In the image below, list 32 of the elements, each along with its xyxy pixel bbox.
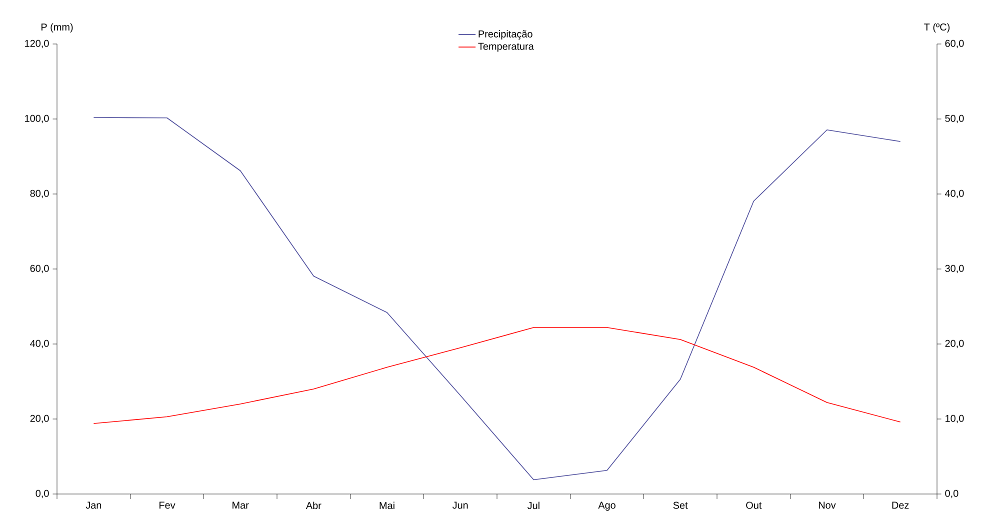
- x-tick-label: Abr: [306, 502, 322, 510]
- y-tick-label: 40,0: [30, 340, 49, 348]
- y2-tick-label: 0,0: [945, 490, 958, 498]
- y2-tick-label: 10,0: [946, 414, 964, 424]
- x-tick-label: Nov: [818, 502, 836, 509]
- x-tick-label: Fev: [160, 502, 176, 509]
- y2-tick-label: 20,0: [945, 340, 964, 348]
- line-series: [93, 117, 901, 480]
- x-tick-label: Jun: [452, 502, 468, 509]
- legend-label: Temperatura: [478, 42, 534, 52]
- y2-tick-label: 30,0: [945, 264, 964, 274]
- x-tick-label: Out: [746, 502, 762, 509]
- y-tick-label: 20,0: [30, 414, 49, 424]
- line-series: [93, 327, 901, 424]
- y2-tick-label: 50,0: [945, 114, 964, 124]
- x-tick-label: Jul: [527, 502, 540, 510]
- y2-tick-label: 40,0: [945, 190, 964, 198]
- y-axis-title: P (mm): [41, 23, 73, 33]
- y-tick-label: 100,0: [25, 114, 49, 124]
- x-tick-label: Set: [673, 502, 688, 509]
- x-tick-label: Dez: [892, 502, 909, 509]
- x-tick-label: Mar: [232, 502, 249, 509]
- x-tick-label: Mai: [380, 502, 394, 510]
- y-tick-label: 80,0: [30, 190, 49, 198]
- y-tick-label: 60,0: [30, 264, 49, 274]
- y-tick-label: 0,0: [36, 490, 49, 498]
- legend-label: Precipitação: [478, 30, 532, 40]
- x-tick-label: Jan: [86, 502, 102, 509]
- y2-tick-label: 60,0: [945, 40, 964, 48]
- y-tick-label: 120,0: [25, 40, 49, 48]
- y2-axis-title: T (ºC): [924, 23, 950, 33]
- x-tick-label: Ago: [598, 502, 616, 511]
